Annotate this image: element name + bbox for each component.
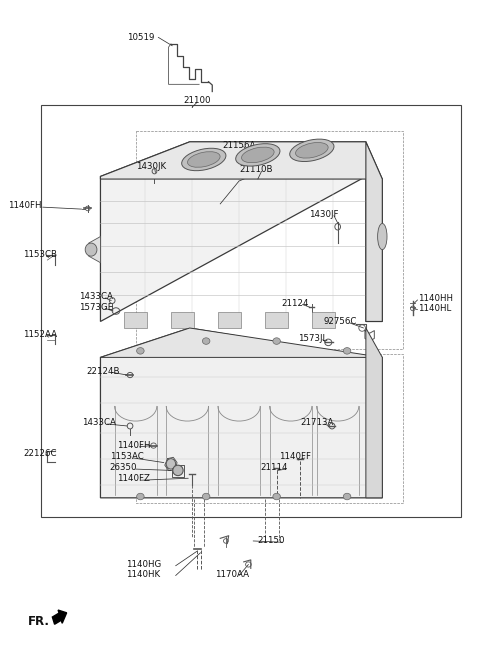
- Bar: [41, 104, 461, 518]
- Polygon shape: [171, 312, 194, 328]
- Text: 21713A: 21713A: [300, 419, 334, 427]
- Text: 21114: 21114: [260, 463, 288, 472]
- Text: 22126C: 22126C: [23, 449, 57, 458]
- Text: FR.: FR.: [28, 615, 49, 628]
- Polygon shape: [89, 237, 100, 262]
- Ellipse shape: [290, 139, 334, 161]
- Ellipse shape: [236, 144, 280, 166]
- Text: 1140HG: 1140HG: [126, 560, 162, 569]
- Text: 26350: 26350: [110, 463, 137, 472]
- Text: 21100: 21100: [183, 96, 211, 105]
- Ellipse shape: [378, 224, 387, 250]
- Text: 22124B: 22124B: [86, 367, 120, 376]
- Text: 1140HL: 1140HL: [418, 304, 451, 313]
- Ellipse shape: [273, 493, 280, 500]
- Text: 1153CB: 1153CB: [23, 251, 57, 259]
- Polygon shape: [100, 142, 382, 179]
- Text: 1152AA: 1152AA: [23, 330, 57, 339]
- Text: 10519: 10519: [127, 33, 155, 42]
- Text: 1573JL: 1573JL: [298, 334, 327, 343]
- Text: 1430JF: 1430JF: [310, 210, 339, 219]
- Ellipse shape: [273, 338, 280, 344]
- Ellipse shape: [173, 465, 183, 476]
- Polygon shape: [124, 312, 147, 328]
- Polygon shape: [218, 312, 241, 328]
- Text: 1140FZ: 1140FZ: [117, 474, 150, 483]
- Text: 21150: 21150: [258, 537, 285, 545]
- Polygon shape: [100, 328, 382, 498]
- Ellipse shape: [241, 147, 274, 163]
- Polygon shape: [366, 328, 382, 498]
- Text: 1430JK: 1430JK: [136, 161, 166, 171]
- Text: 21156A: 21156A: [223, 140, 256, 150]
- Ellipse shape: [137, 493, 144, 500]
- Text: 1170AA: 1170AA: [215, 570, 249, 579]
- Ellipse shape: [166, 459, 176, 469]
- Ellipse shape: [343, 348, 351, 354]
- Text: 21110B: 21110B: [239, 165, 273, 174]
- Polygon shape: [366, 142, 382, 321]
- Ellipse shape: [203, 493, 210, 500]
- Text: 92756C: 92756C: [324, 317, 357, 326]
- Ellipse shape: [137, 348, 144, 354]
- Ellipse shape: [203, 338, 210, 344]
- Bar: [136, 131, 404, 349]
- Polygon shape: [100, 142, 382, 321]
- Polygon shape: [312, 312, 336, 328]
- Text: 21124: 21124: [281, 298, 309, 308]
- Text: 1153AC: 1153AC: [110, 452, 144, 461]
- Text: 1140FF: 1140FF: [279, 452, 311, 461]
- Ellipse shape: [181, 148, 226, 171]
- Ellipse shape: [188, 152, 220, 167]
- Text: 1140HK: 1140HK: [126, 570, 160, 579]
- Ellipse shape: [343, 493, 351, 500]
- Polygon shape: [265, 312, 288, 328]
- FancyArrow shape: [52, 610, 67, 625]
- Polygon shape: [100, 328, 382, 358]
- Ellipse shape: [296, 142, 328, 158]
- Text: 1140FH: 1140FH: [117, 441, 150, 450]
- Bar: [136, 354, 404, 503]
- Text: 1573GE: 1573GE: [79, 302, 114, 312]
- Text: 1433CA: 1433CA: [82, 419, 116, 427]
- Text: 1140HH: 1140HH: [418, 294, 453, 303]
- Text: 1140FH: 1140FH: [8, 201, 42, 211]
- Ellipse shape: [85, 243, 97, 256]
- Text: 1433CA: 1433CA: [79, 292, 113, 301]
